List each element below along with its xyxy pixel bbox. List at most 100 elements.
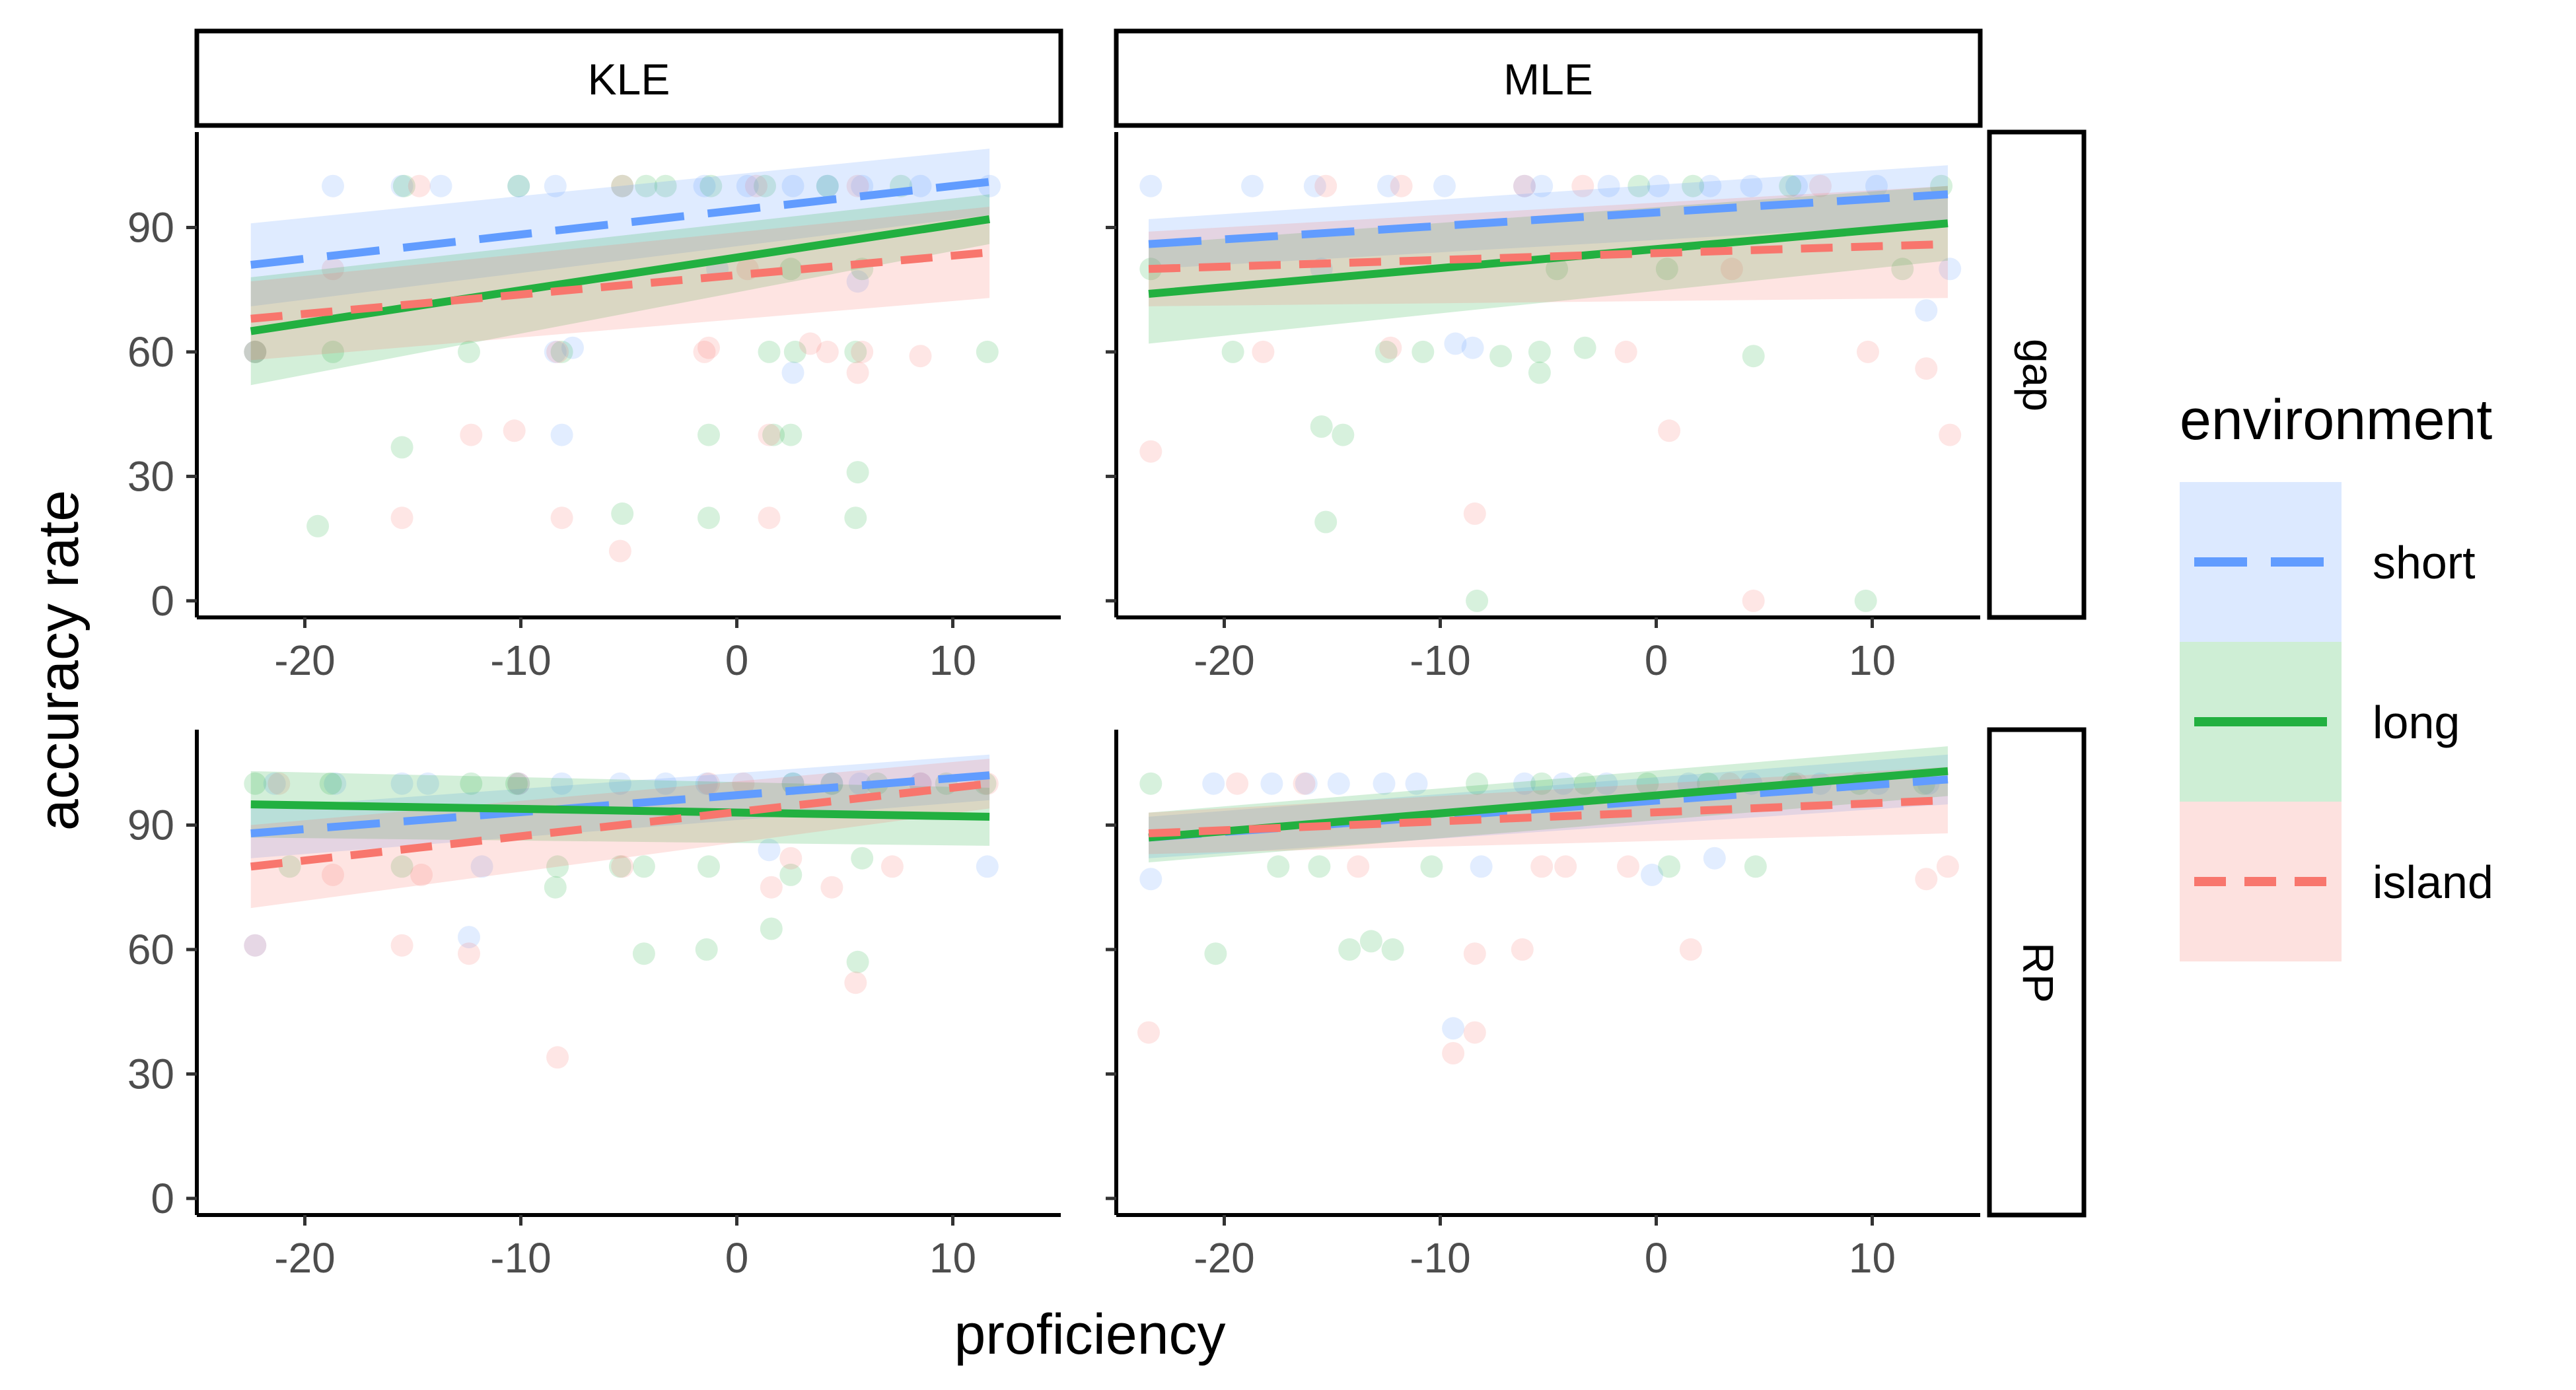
point-long <box>1742 345 1765 368</box>
point-long <box>1221 340 1244 363</box>
fit-line-long <box>250 215 990 335</box>
point-short <box>322 174 344 197</box>
x-tick-label: -20 <box>274 1234 336 1282</box>
point-long <box>1359 930 1382 953</box>
panel-kle-gap: 0 30 60 90 -20 -10 0 10 <box>127 132 1061 684</box>
point-short <box>693 174 716 197</box>
point-long <box>844 506 867 530</box>
point-island <box>1530 855 1554 878</box>
point-island <box>744 174 768 197</box>
point-island <box>1293 772 1316 795</box>
point-island <box>851 340 874 363</box>
strip-col-mle-box <box>1114 28 1983 128</box>
point-long <box>760 917 783 940</box>
fit-line-island <box>1148 240 1949 273</box>
y-tick-label: 60 <box>127 926 174 973</box>
legend-title: environment <box>2180 388 2492 452</box>
point-island <box>503 419 526 442</box>
x-tick-label: 10 <box>1849 637 1896 684</box>
point-island <box>1614 340 1637 363</box>
point-island <box>244 340 267 363</box>
legend: environment short long island <box>2180 388 2493 961</box>
point-long <box>1314 510 1338 534</box>
point-island <box>611 855 634 878</box>
point-island <box>460 423 483 446</box>
point-long <box>1375 340 1398 363</box>
point-long <box>698 506 720 530</box>
point-island <box>1939 423 1962 446</box>
fit-line-long <box>1148 219 1949 298</box>
point-long <box>783 340 806 363</box>
point-short <box>390 174 413 197</box>
point-island <box>410 863 433 886</box>
ribbon-island <box>250 758 990 909</box>
point-short <box>390 772 413 795</box>
fit-line-island <box>1148 796 1949 838</box>
point-short <box>1703 847 1726 870</box>
point-island <box>1137 1021 1160 1044</box>
point-island <box>880 855 904 878</box>
point-island <box>1463 942 1486 965</box>
point-long <box>392 174 415 197</box>
point-long <box>1310 415 1333 438</box>
point-long <box>779 423 803 446</box>
strip-row-gap-box <box>1987 129 2087 620</box>
point-long <box>816 174 839 197</box>
point-short <box>1405 772 1428 795</box>
point-long <box>1420 855 1443 878</box>
point-short <box>550 772 573 795</box>
point-short <box>1597 174 1620 197</box>
point-short <box>1303 174 1326 197</box>
x-tick-label: -20 <box>1194 637 1255 684</box>
point-short <box>1513 772 1536 795</box>
point-short <box>263 772 286 795</box>
point-island <box>779 847 803 870</box>
point-short <box>1461 336 1484 359</box>
point-long <box>278 855 301 878</box>
y-tick-label: 60 <box>127 328 174 376</box>
y-tick-label: 30 <box>127 1050 174 1097</box>
point-short <box>1139 868 1163 891</box>
point-short <box>816 174 839 197</box>
point-long <box>1139 772 1163 795</box>
strip-row-gap: gap <box>2014 339 2063 411</box>
point-island <box>698 336 720 359</box>
strip-col-kle-box <box>194 28 1063 128</box>
y-tick-label: 30 <box>127 452 174 500</box>
y-tick-label: 0 <box>151 577 174 625</box>
strip-row-rp: RP <box>2014 942 2063 1003</box>
x-tick-label: -10 <box>1410 637 1471 684</box>
point-long <box>846 950 869 973</box>
point-short <box>1740 174 1763 197</box>
x-tick-label: -10 <box>1410 1234 1471 1282</box>
point-short <box>544 174 567 197</box>
point-long <box>1854 589 1877 612</box>
point-long <box>632 855 655 878</box>
fit-line-long <box>250 800 990 821</box>
point-short <box>758 839 781 862</box>
point-island <box>408 174 431 197</box>
point-long <box>1267 855 1290 878</box>
fit-line-short <box>250 771 990 838</box>
point-island <box>693 340 716 363</box>
point-long <box>762 423 785 446</box>
x-tick-label: -10 <box>490 1234 552 1282</box>
point-long <box>1528 361 1551 384</box>
legend-label-long: long <box>2373 697 2460 748</box>
point-island <box>546 1046 569 1069</box>
point-island <box>758 423 781 446</box>
point-island <box>758 506 781 530</box>
point-island <box>1936 855 1959 878</box>
point-short <box>848 772 871 795</box>
point-long <box>550 340 573 363</box>
point-island <box>322 863 344 886</box>
point-short <box>1241 174 1264 197</box>
point-island <box>608 539 631 563</box>
point-long <box>390 855 413 878</box>
point-long <box>779 863 803 886</box>
point-island <box>1915 357 1938 380</box>
x-tick-label: -20 <box>274 637 336 684</box>
point-island <box>732 772 755 795</box>
fit-line-island <box>250 779 990 871</box>
point-short <box>1470 855 1493 878</box>
